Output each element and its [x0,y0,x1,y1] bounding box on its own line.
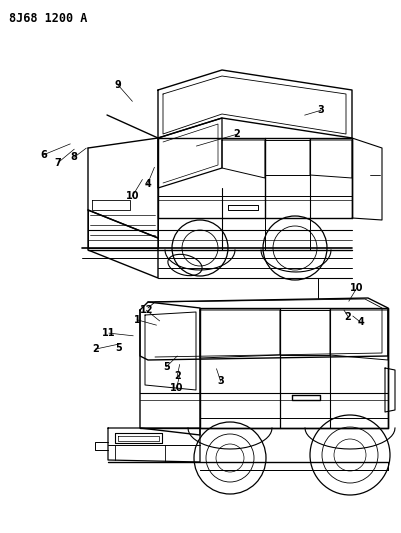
Text: 10: 10 [170,383,183,393]
Text: 2: 2 [233,130,240,139]
Text: 5: 5 [115,343,122,352]
Text: 11: 11 [102,328,116,338]
Text: 10: 10 [350,283,364,293]
Text: 2: 2 [345,312,351,321]
Text: 5: 5 [163,362,170,372]
Text: 4: 4 [144,179,151,189]
Text: 12: 12 [140,305,153,315]
Text: 2: 2 [174,371,180,381]
Text: 8: 8 [71,152,78,162]
Text: 2: 2 [92,344,99,354]
Text: 9: 9 [115,80,122,90]
Text: 3: 3 [318,106,324,115]
Text: 1: 1 [134,315,140,325]
Text: 3: 3 [217,376,224,386]
Text: 6: 6 [41,150,47,159]
Text: 7: 7 [55,158,61,167]
Text: 8J68 1200 A: 8J68 1200 A [9,12,87,25]
Text: 4: 4 [358,318,364,327]
Text: 10: 10 [126,191,139,201]
